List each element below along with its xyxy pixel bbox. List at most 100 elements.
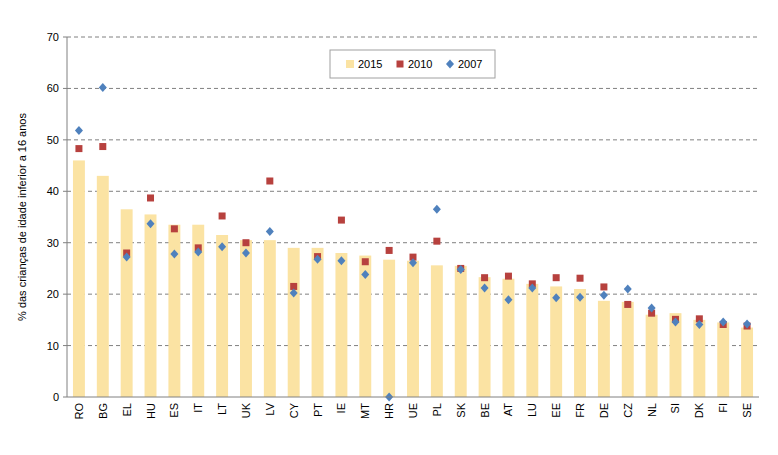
bar	[192, 225, 204, 397]
category-label: SE	[741, 403, 753, 418]
marker	[242, 239, 249, 246]
tick-label: 20	[47, 288, 59, 300]
marker	[648, 304, 656, 313]
tick-mark	[63, 88, 67, 89]
bar	[502, 279, 514, 397]
category-label: NL	[646, 403, 658, 417]
marker	[218, 242, 226, 251]
category-label: AT	[502, 403, 514, 417]
bar	[717, 322, 729, 397]
marker	[123, 253, 131, 262]
marker	[338, 217, 345, 224]
category-label: CZ	[622, 403, 634, 418]
marker	[504, 295, 512, 304]
category-label: DK	[693, 402, 705, 418]
bar	[168, 225, 180, 397]
marker	[576, 293, 584, 302]
marker	[481, 274, 488, 281]
bar	[598, 301, 610, 397]
marker	[457, 265, 465, 274]
marker	[99, 143, 106, 150]
legend-label: 2007	[458, 58, 482, 70]
category-label: FR	[574, 403, 586, 418]
marker	[624, 301, 631, 308]
bar	[693, 320, 705, 397]
tick-mark	[63, 139, 67, 140]
bar	[622, 302, 634, 397]
bar	[574, 289, 586, 397]
marker	[481, 283, 489, 292]
bar	[479, 277, 491, 397]
category-label: PT	[312, 403, 324, 417]
marker	[147, 194, 154, 201]
marker	[194, 247, 202, 256]
marker	[362, 258, 369, 265]
marker	[743, 319, 751, 328]
category-label: UE	[407, 403, 419, 418]
tick-label: 40	[47, 185, 59, 197]
tick-label: 30	[47, 237, 59, 249]
marker	[386, 247, 393, 254]
category-label: HR	[383, 403, 395, 419]
category-label: DE	[598, 403, 610, 418]
tick-label: 0	[53, 391, 59, 403]
bar	[335, 253, 347, 397]
category-label: RO	[73, 403, 85, 420]
category-label: BG	[97, 403, 109, 419]
marker	[671, 317, 679, 326]
category-label: CY	[288, 402, 300, 418]
tick-label: 70	[47, 31, 59, 43]
marker	[266, 227, 274, 236]
marker	[242, 249, 250, 258]
legend-label: 2015	[358, 58, 382, 70]
bar	[288, 248, 300, 397]
marker	[266, 178, 273, 185]
grid-line	[67, 139, 759, 140]
marker	[624, 285, 632, 294]
bar	[240, 240, 252, 397]
marks	[73, 83, 753, 402]
category-label: SI	[669, 403, 681, 413]
marker	[409, 258, 417, 267]
chart: 010203040506070ROBGELHUESITLTUKLVCYPTIEM…	[0, 0, 778, 455]
marker	[433, 238, 440, 245]
bar	[121, 209, 133, 397]
legend-swatch	[397, 61, 404, 68]
category-label: EE	[550, 403, 562, 418]
legend-swatch	[346, 60, 354, 68]
x-axis	[67, 397, 759, 398]
category-label: EL	[121, 403, 133, 416]
bar	[670, 313, 682, 397]
bar	[383, 260, 395, 397]
category-label: ES	[168, 403, 180, 418]
bar	[216, 235, 228, 397]
axis-title: % das crianças de idade inferior a 16 an…	[16, 113, 28, 321]
marker	[171, 225, 178, 232]
grid-line	[67, 191, 759, 192]
category-label: PL	[431, 403, 443, 416]
bar	[73, 160, 85, 397]
category-label: FI	[717, 403, 729, 413]
tick-mark	[63, 37, 67, 38]
marker	[75, 126, 83, 135]
bar	[741, 328, 753, 397]
grid-line	[67, 37, 759, 38]
tick-label: 60	[47, 82, 59, 94]
bar	[526, 284, 538, 397]
marker	[314, 255, 322, 264]
tick-mark	[63, 294, 67, 295]
tick-label: 50	[47, 134, 59, 146]
category-label: LT	[216, 403, 228, 415]
category-label: MT	[359, 403, 371, 419]
marker	[75, 145, 82, 152]
marker	[433, 205, 441, 214]
bar	[646, 315, 658, 397]
marker	[337, 256, 345, 265]
bar	[145, 214, 157, 397]
marker	[553, 274, 560, 281]
category-label: IT	[192, 403, 204, 413]
tick-label: 10	[47, 340, 59, 352]
grid-line	[67, 88, 759, 89]
category-label: UK	[240, 402, 252, 418]
legend-box	[330, 50, 495, 78]
